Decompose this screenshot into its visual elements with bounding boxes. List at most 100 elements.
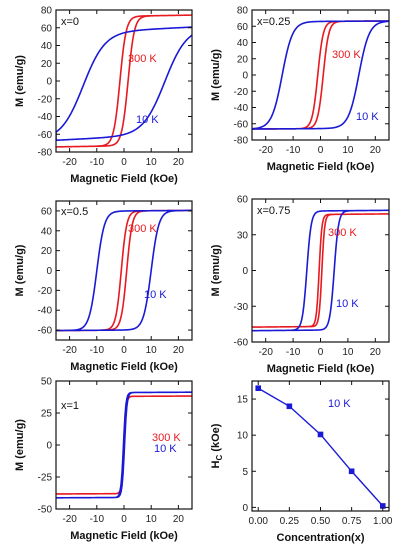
y-tick-label: 10 <box>237 431 249 442</box>
y-tick-label: 60 <box>41 23 53 34</box>
sample-label: x=0 <box>61 16 79 28</box>
x-tick-label: 20 <box>173 514 185 525</box>
y-tick-label: -60 <box>38 130 53 141</box>
x-tick-label: 10 <box>146 514 158 525</box>
y-tick-label: -20 <box>38 94 53 105</box>
y-tick-label: -30 <box>234 302 249 313</box>
x-tick-label: 0.75 <box>342 516 362 527</box>
y-axis-label: M (emu/g) <box>210 49 222 101</box>
x-axis-label: Magnetic Field (kOe) <box>70 361 178 373</box>
y-tick-label: 0 <box>46 441 52 452</box>
x-tick-label: -10 <box>90 345 105 356</box>
series-label-10k: 10 K <box>136 114 159 126</box>
hysteresis-loop-300k <box>56 14 192 148</box>
hysteresis-loop-300k <box>56 395 192 495</box>
sample-label: x=0.5 <box>61 206 88 218</box>
series-label-10k: 10 K <box>144 289 167 301</box>
y-tick-label: -20 <box>38 286 53 297</box>
data-point <box>286 403 293 410</box>
data-layer <box>252 209 389 332</box>
x-tick-label: 20 <box>370 347 382 358</box>
x-tick-label: 20 <box>370 145 382 156</box>
y-tick-label: 0 <box>46 77 52 88</box>
data-point <box>348 468 355 475</box>
x-tick-label: 10 <box>146 157 158 168</box>
data-point <box>379 503 386 509</box>
panel-3: -20 -10 0 10 20 -60 -40 -20 0 20 40 60 Magnetic Fiel… <box>14 200 193 373</box>
y-axis-label-subscript: C <box>215 455 224 461</box>
series-label-300k: 300 K <box>128 223 157 235</box>
x-tick-label: 10 <box>342 145 354 156</box>
y-axis-label-main: H <box>210 460 222 468</box>
hysteresis-loop-10k <box>56 26 192 142</box>
sample-label: x=0.25 <box>257 16 290 28</box>
x-tick-label: -10 <box>286 145 301 156</box>
temperature-label: 10 K <box>328 398 351 410</box>
hysteresis-loop-300k <box>252 213 389 328</box>
x-tick-label: 0 <box>121 157 127 168</box>
x-tick-label: -20 <box>62 345 77 356</box>
data-point <box>255 385 262 392</box>
x-tick-label: -20 <box>258 347 273 358</box>
y-tick-label: 60 <box>41 206 53 217</box>
x-axis-label: Magnetic Field (kOe) <box>70 173 178 185</box>
y-axis-label: HC (kOe) <box>210 423 224 468</box>
data-point <box>317 431 324 438</box>
x-tick-label: 0.25 <box>280 516 300 527</box>
series-label-300k: 300 K <box>128 53 157 65</box>
panel-1: -20 -10 0 10 20 -80 -60 -40 -20 0 20 40 60 80 Magnetic… <box>14 6 193 185</box>
x-tick-label: 20 <box>173 157 185 168</box>
y-axis-label-unit: (kOe) <box>210 423 222 455</box>
x-axis-label: Magnetic Field (kOe) <box>267 161 375 173</box>
plot-frame <box>55 200 193 341</box>
y-tick-label: 40 <box>41 41 53 52</box>
data-layer <box>56 14 192 148</box>
panel-4: -20 -10 0 10 20 -60 -30 0 30 60 Magnetic Field (kO… <box>210 195 390 375</box>
y-tick-label: 5 <box>242 467 248 478</box>
y-tick-label: 60 <box>237 195 249 206</box>
x-tick-label: 0 <box>121 345 127 356</box>
x-tick-label: 0 <box>318 145 324 156</box>
x-tick-label: 0 <box>318 347 324 358</box>
y-tick-label: -80 <box>234 136 249 147</box>
y-tick-label: 20 <box>41 246 53 257</box>
y-tick-label: 0 <box>242 266 248 277</box>
y-axis-label: M (emu/g) <box>14 244 26 296</box>
x-tick-label: 10 <box>146 345 158 356</box>
plot-frame <box>251 380 390 512</box>
y-tick-label: -60 <box>234 119 249 130</box>
panel-6: 0.00 0.25 0.50 0.75 1.00 0 5 10 15 Concentration(… <box>210 380 393 544</box>
x-axis-label: Concentration(x) <box>277 532 365 544</box>
sample-label: x=0.75 <box>257 205 290 217</box>
x-tick-label: 20 <box>173 345 185 356</box>
y-tick-label: 80 <box>237 6 249 17</box>
y-tick-label: -40 <box>38 306 53 317</box>
data-layer <box>56 209 192 332</box>
y-tick-label: 20 <box>41 59 53 70</box>
data-layer <box>56 391 192 499</box>
y-tick-label: -60 <box>234 338 249 349</box>
y-tick-label: 0 <box>242 71 248 82</box>
y-tick-label: 40 <box>237 38 249 49</box>
series-label-10k: 10 K <box>154 443 177 455</box>
hysteresis-loop-10k <box>56 209 192 332</box>
y-axis-label: M (emu/g) <box>14 55 26 107</box>
x-tick-label: -20 <box>258 145 273 156</box>
y-tick-label: -60 <box>38 326 53 337</box>
x-tick-label: -10 <box>90 514 105 525</box>
data-layer <box>252 20 389 130</box>
y-tick-label: -40 <box>234 103 249 114</box>
series-line-10k <box>257 387 384 507</box>
y-tick-label: 80 <box>41 6 53 17</box>
series-label-10k: 10 K <box>356 111 379 123</box>
series-label-10k: 10 K <box>336 298 359 310</box>
x-tick-label: -10 <box>90 157 105 168</box>
x-tick-label: -20 <box>62 514 77 525</box>
y-tick-label: -20 <box>234 87 249 98</box>
y-tick-label: 30 <box>237 230 249 241</box>
hysteresis-loop-10k <box>56 391 192 499</box>
x-tick-label: -10 <box>286 347 301 358</box>
hysteresis-loop-300k <box>56 209 192 332</box>
plot-frame <box>251 198 390 343</box>
